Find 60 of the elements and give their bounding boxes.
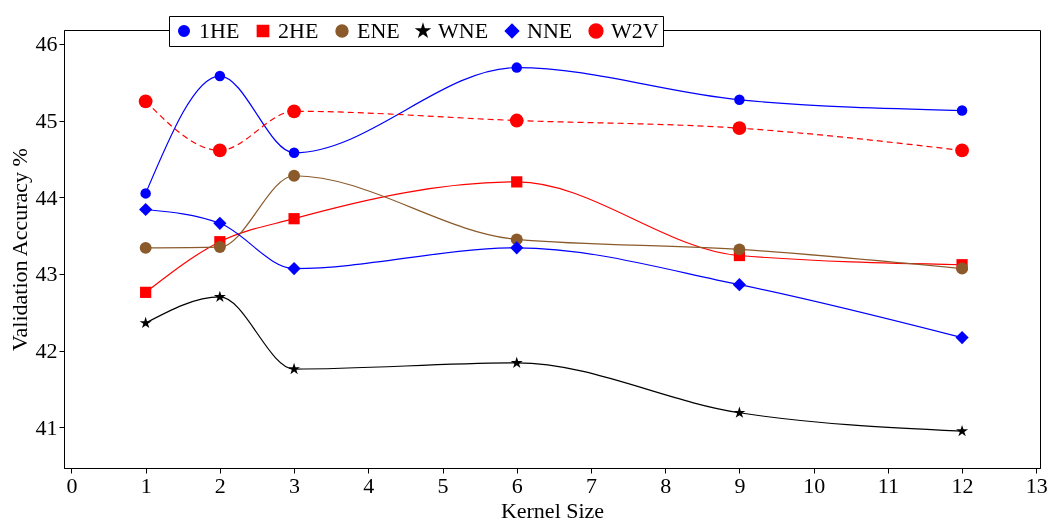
point [287, 261, 301, 276]
point [288, 362, 301, 375]
point [139, 241, 152, 254]
point [213, 241, 226, 254]
point [510, 356, 523, 368]
point [956, 424, 969, 437]
y-tick-label: 44 [35, 184, 58, 210]
x-tick-label: 3 [289, 472, 301, 498]
point [287, 104, 301, 119]
legend-label: W2V [611, 18, 659, 43]
point [213, 290, 226, 303]
y-tick-label: 46 [35, 31, 58, 57]
point [288, 169, 301, 182]
y-axis-title: Validation Accuracy % [6, 148, 32, 351]
point [212, 143, 227, 158]
point [140, 286, 152, 298]
legend-label: ENE [357, 18, 400, 43]
point [956, 105, 968, 116]
y-tick-label: 41 [35, 414, 58, 440]
x-tick-label: 6 [511, 472, 523, 498]
point [734, 94, 745, 106]
legend-label: 2HE [278, 18, 319, 43]
x-tick-label: 13 [1025, 472, 1048, 498]
point [214, 70, 226, 82]
point [733, 243, 746, 256]
y-tick-label: 43 [35, 261, 58, 287]
x-tick-label: 8 [660, 472, 672, 498]
y-tick-label: 42 [35, 338, 58, 364]
point [955, 143, 969, 158]
point [732, 278, 746, 292]
point [733, 406, 746, 418]
point [139, 316, 152, 329]
point [956, 262, 969, 275]
point [510, 241, 524, 255]
x-tick-label: 0 [66, 472, 78, 498]
x-axis-title: Kernel Size [500, 497, 605, 523]
point [511, 176, 523, 188]
x-tick-label: 9 [734, 472, 746, 498]
legend-label: NNE [527, 18, 573, 43]
x-tick-label: 1 [140, 472, 152, 498]
point [732, 121, 747, 136]
y-tick-label: 45 [35, 108, 58, 134]
point [213, 216, 227, 230]
point [138, 94, 153, 109]
point [139, 202, 153, 217]
x-tick-label: 7 [585, 472, 597, 498]
legend-label: WNE [438, 18, 489, 43]
x-tick-label: 11 [877, 472, 899, 498]
legend-label: 1HE [199, 18, 240, 43]
point [288, 147, 300, 158]
x-tick-label: 4 [363, 472, 375, 498]
point [509, 113, 524, 128]
x-tick-label: 12 [951, 472, 974, 498]
point [288, 213, 300, 225]
point [140, 188, 151, 199]
x-tick-label: 10 [803, 472, 826, 498]
x-tick-label: 2 [214, 472, 226, 498]
point [955, 331, 969, 345]
point [511, 62, 522, 73]
x-tick-label: 5 [437, 472, 449, 498]
